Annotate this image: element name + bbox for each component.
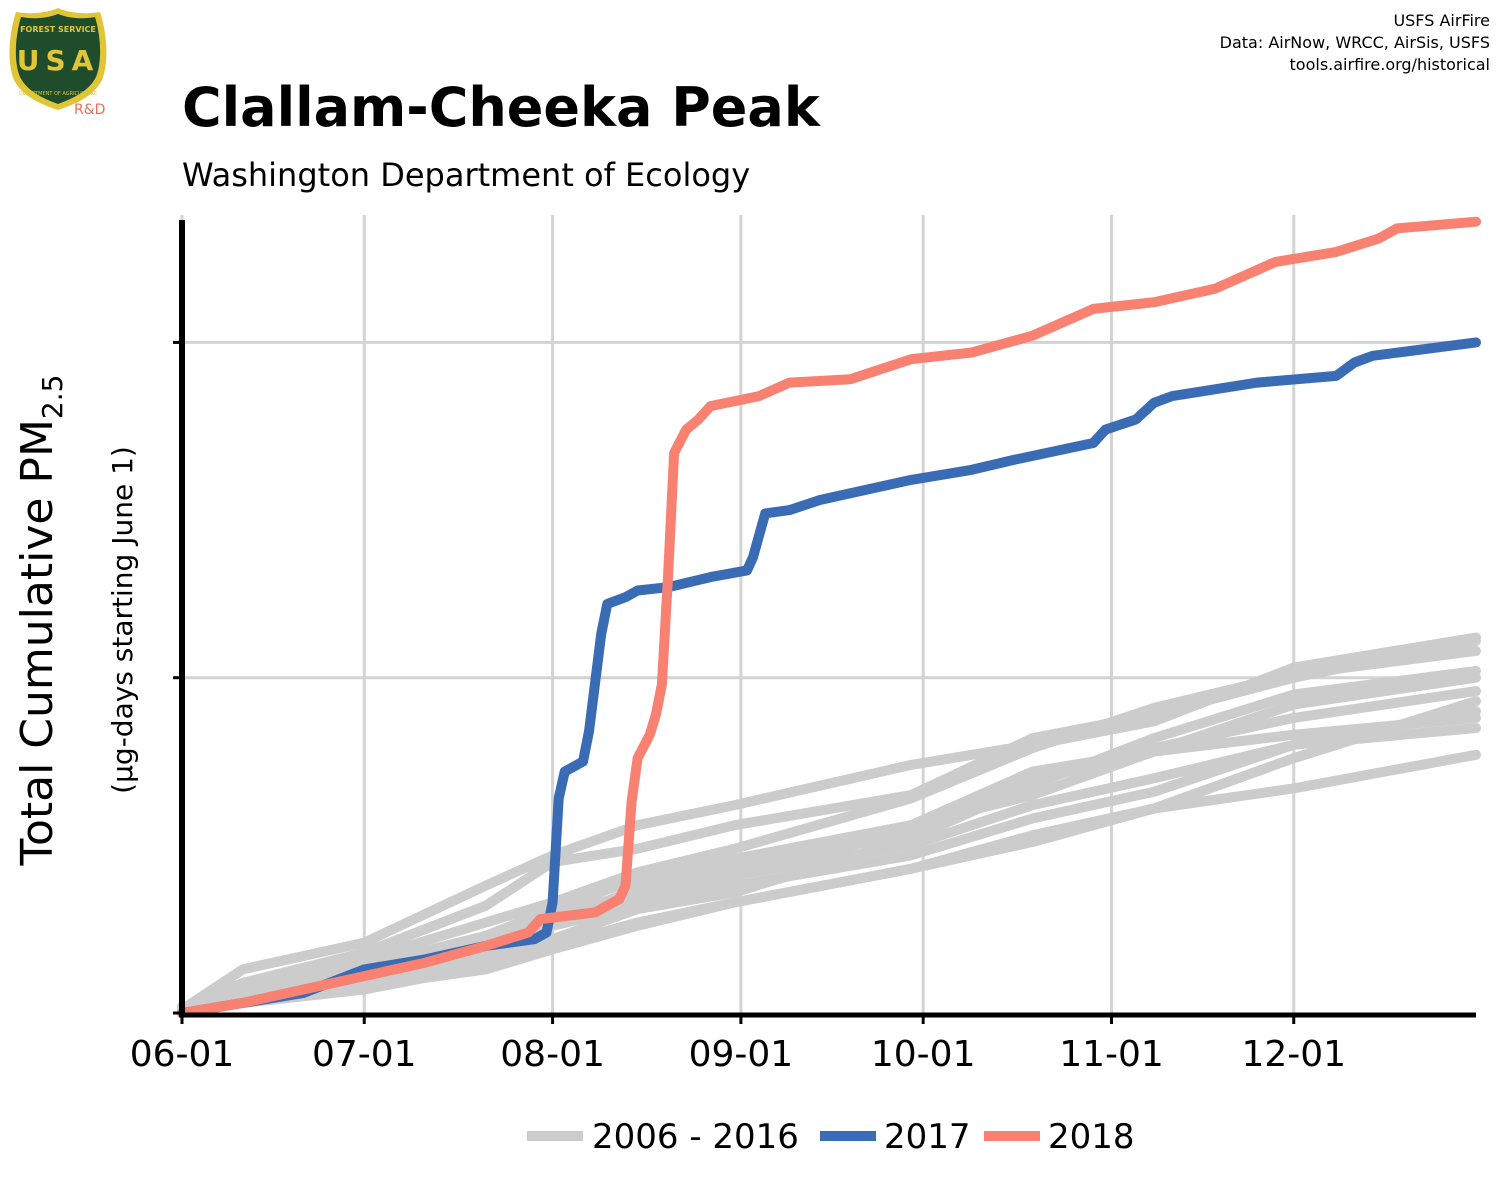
page-title: Clallam-Cheeka Peak (182, 76, 821, 139)
y-axis-label-main: Total Cumulative PM (12, 419, 63, 866)
axes-group (173, 220, 1476, 1018)
x-tick-label: 10-01 (871, 1034, 976, 1075)
credit-line-3: tools.airfire.org/historical (1290, 55, 1490, 74)
usfs-shield-logo: FOREST SERVICE USA DEPARTMENT OF AGRICUL… (9, 8, 107, 110)
logo-bottom-text: DEPARTMENT OF AGRICULTURE (19, 91, 97, 97)
series-line-2017 (177, 337, 1481, 1018)
page-subtitle: Washington Department of Ecology (182, 156, 750, 194)
highlighted-lines-group (177, 216, 1481, 1018)
legend-label-2018: 2018 (1048, 1117, 1135, 1157)
x-tick-labels-group: 06-01 07-01 08-01 09-01 10-01 11-01 12-01 (130, 1015, 1346, 1075)
series-line-historical (177, 712, 1481, 1018)
grid-lines (180, 215, 1476, 1013)
series-line-2018 (177, 216, 1481, 1018)
logo-tag: R&D (74, 102, 105, 118)
series-line-historical (177, 749, 1481, 1018)
legend-label-2017: 2017 (884, 1117, 971, 1157)
x-tick-label: 09-01 (689, 1034, 794, 1075)
x-tick-label: 06-01 (130, 1034, 235, 1075)
credit-line-2: Data: AirNow, WRCC, AirSis, USFS (1220, 33, 1490, 52)
y-axis-label: Total Cumulative PM2.5 (12, 375, 69, 867)
credit-line-1: USFS AirFire (1393, 11, 1490, 30)
x-tick-label: 08-01 (500, 1034, 605, 1075)
series-line-historical (177, 635, 1481, 1015)
y-axis-units-label: (µg-days starting June 1) (106, 446, 139, 794)
x-tick-label: 07-01 (312, 1034, 417, 1075)
logo-letters: USA (17, 44, 100, 77)
x-tick-label: 11-01 (1059, 1034, 1164, 1075)
historical-lines-group (177, 632, 1481, 1018)
logo-top-text: FOREST SERVICE (20, 25, 96, 34)
legend-label-historical: 2006 - 2016 (592, 1117, 799, 1157)
legend: 2006 - 2016 2017 2018 (527, 1117, 1135, 1157)
y-axis-label-subscript: 2.5 (36, 375, 69, 420)
series-line-historical (177, 645, 1481, 1018)
x-tick-label: 12-01 (1241, 1034, 1346, 1075)
